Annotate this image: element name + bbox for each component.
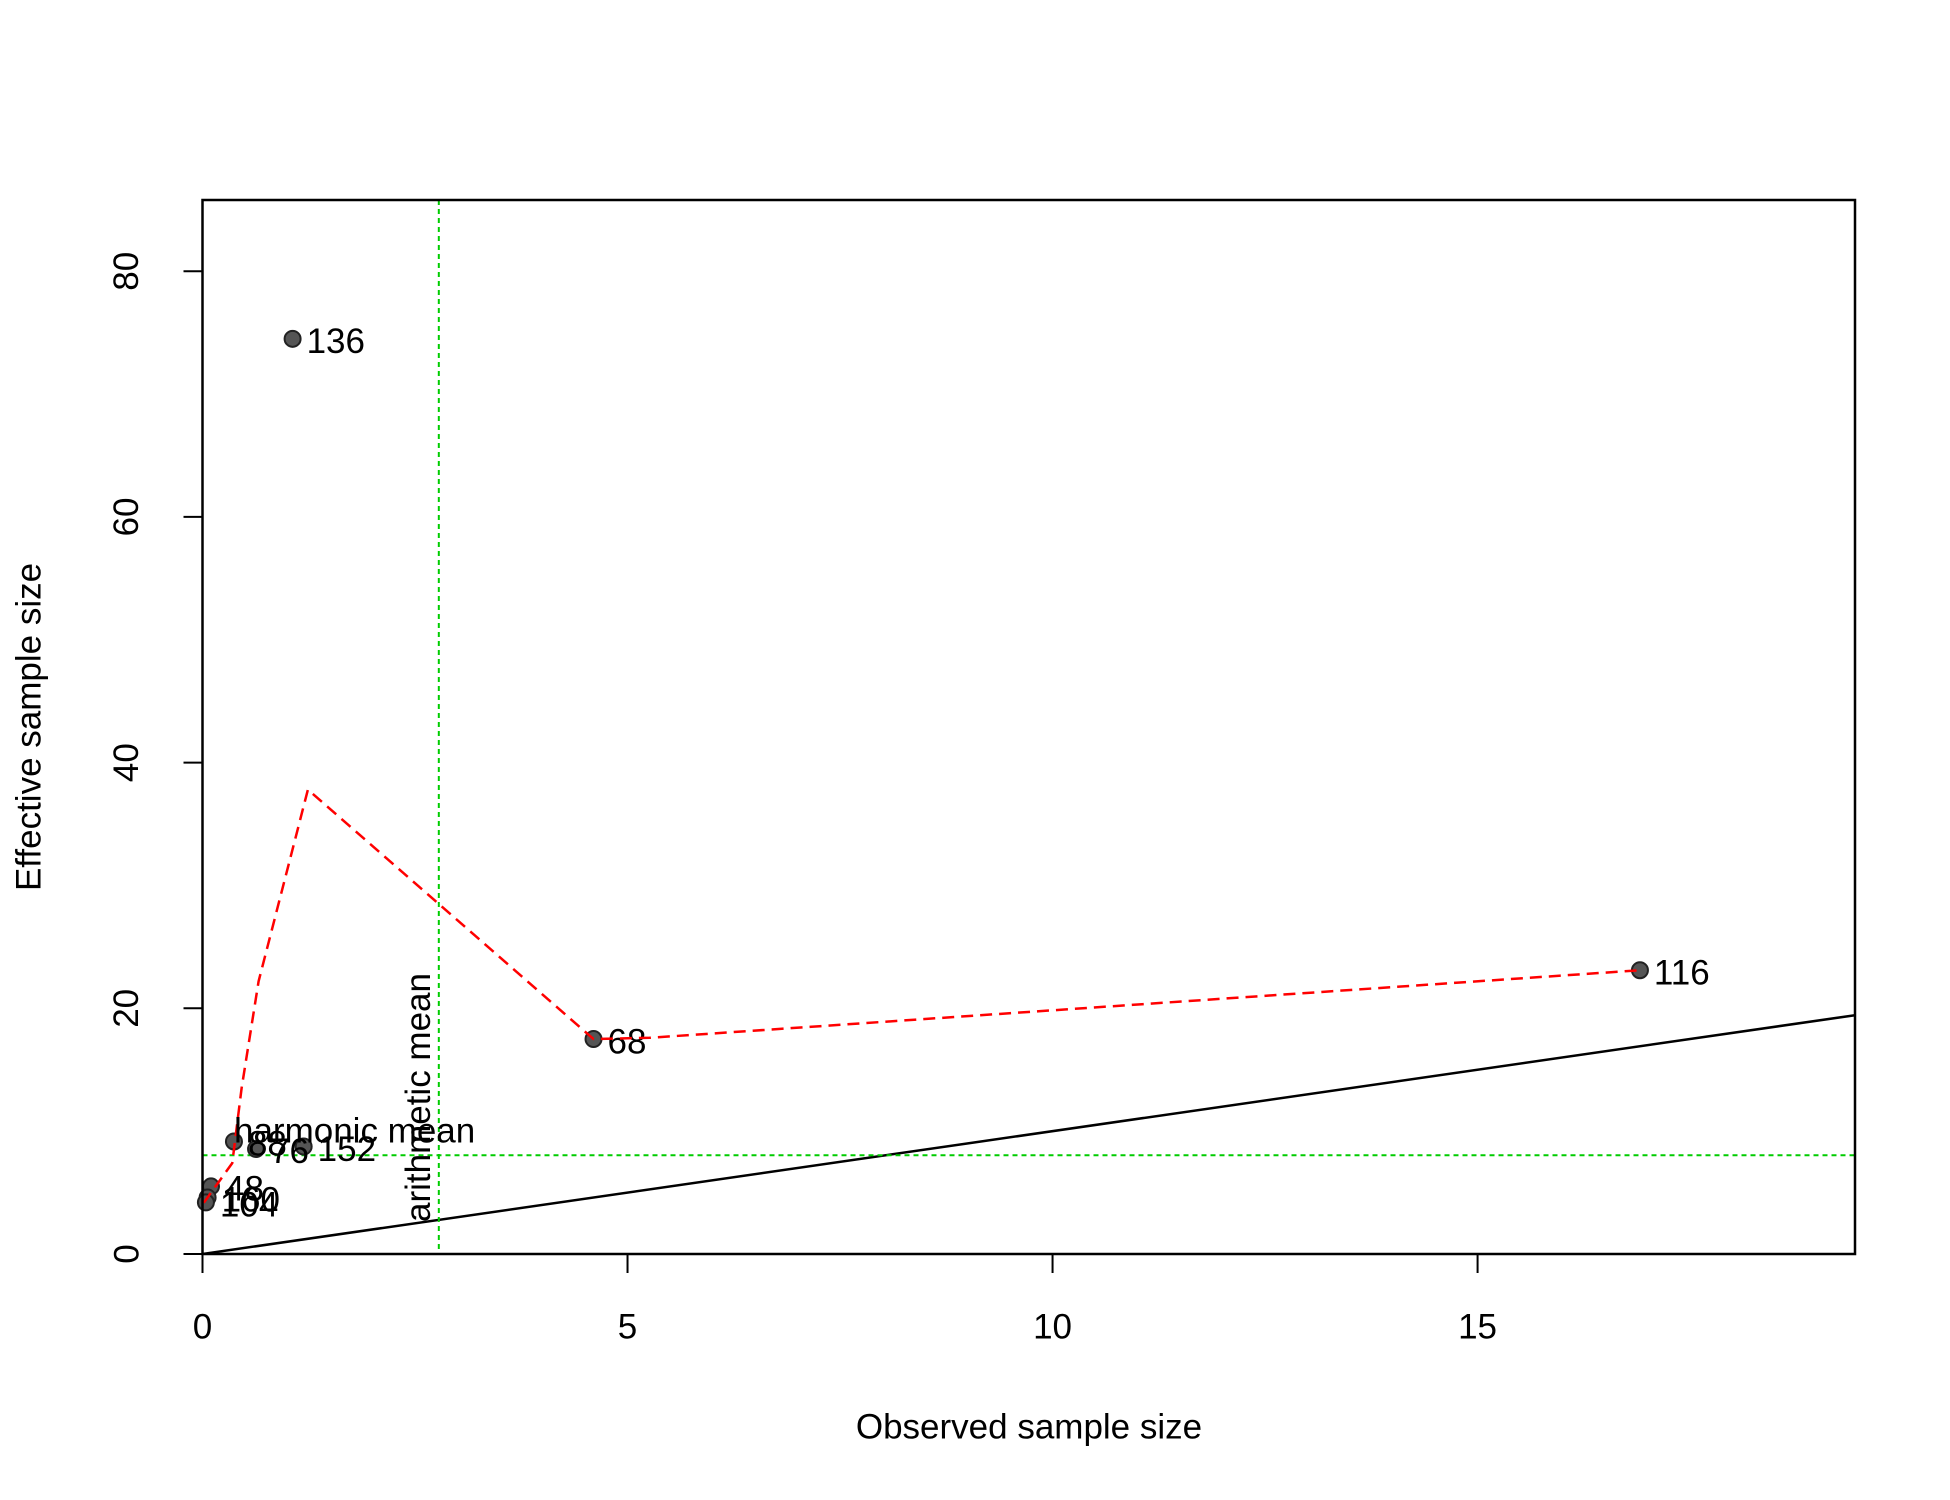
point-label: 116 bbox=[1654, 953, 1710, 992]
point-label: 76 bbox=[270, 1132, 309, 1171]
arithmetic-mean-label: arithmetic mean bbox=[399, 973, 438, 1222]
smooth-line bbox=[202, 787, 1641, 1204]
point bbox=[196, 1193, 215, 1212]
point-label: 48 bbox=[225, 1170, 264, 1209]
point-label: 104 bbox=[220, 1186, 278, 1225]
harmonic-mean-label: harmonic mean bbox=[234, 1111, 475, 1150]
point-label: 68 bbox=[608, 1022, 647, 1061]
x-tick-label: 5 bbox=[618, 1307, 637, 1346]
x-tick-label: 0 bbox=[193, 1307, 212, 1346]
point bbox=[294, 1137, 313, 1156]
x-tick-label: 10 bbox=[1033, 1307, 1072, 1346]
y-axis-label: Effective sample size bbox=[9, 563, 48, 891]
point-label: 160 bbox=[222, 1181, 280, 1220]
identity-line bbox=[202, 1013, 1855, 1254]
point bbox=[247, 1139, 266, 1158]
point bbox=[283, 329, 302, 348]
plot-frame bbox=[201, 198, 1857, 1256]
y-tick-label: 0 bbox=[107, 1244, 146, 1263]
point-label: 136 bbox=[307, 322, 365, 361]
y-tick-label: 40 bbox=[107, 743, 146, 782]
point-label: 152 bbox=[318, 1130, 376, 1169]
y-tick-label: 20 bbox=[107, 989, 146, 1028]
y-tick-label: 80 bbox=[107, 252, 146, 291]
point-label: 88 bbox=[248, 1125, 287, 1164]
x-axis-label: Observed sample size bbox=[856, 1407, 1202, 1446]
x-tick-label: 15 bbox=[1458, 1307, 1497, 1346]
y-tick-label: 60 bbox=[107, 497, 146, 536]
